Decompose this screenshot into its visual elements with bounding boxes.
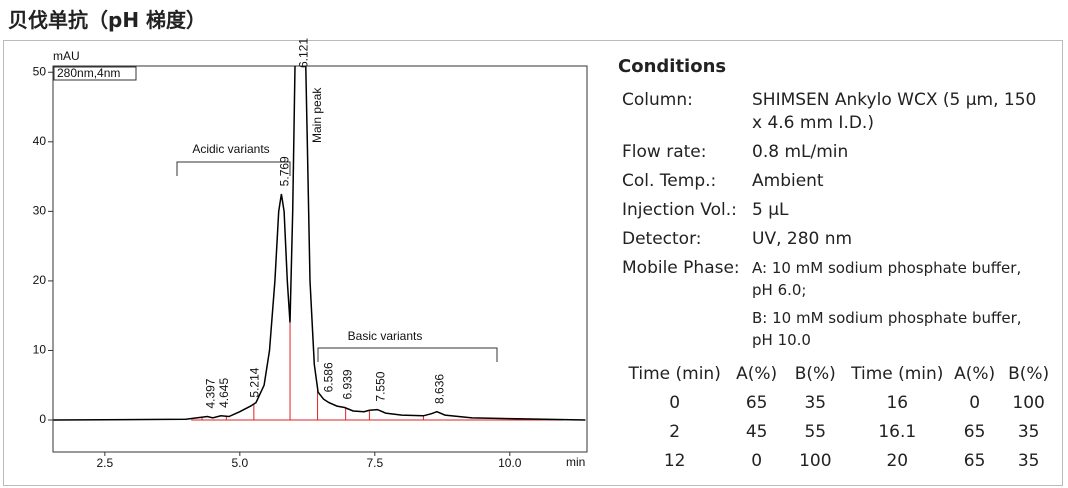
cell: 100 [799, 450, 832, 471]
label: Mobile Phase: [622, 258, 740, 278]
conditions: Conditions Column: SHIMSEN Ankylo WCX (5 … [618, 56, 1058, 475]
annotation: Basic variants [348, 329, 423, 343]
y-tick-label: 50 [33, 64, 47, 78]
cell: 35 [804, 392, 827, 413]
label: Detector: [622, 229, 702, 249]
condition-row: Detector: UV, 280 nm [622, 228, 1058, 251]
peak-label: 5.769 [278, 156, 292, 186]
header-cell: B(%) [1008, 363, 1050, 384]
cell: 12 [663, 450, 686, 471]
y-tick-label: 30 [33, 204, 47, 218]
bracket [317, 347, 498, 362]
x-tick-label: 2.5 [96, 456, 113, 470]
cell: 16.1 [878, 421, 917, 442]
trace [53, 66, 586, 421]
table-row: 0 65 35 16 0 100 [622, 388, 1058, 417]
annotation: Main peak [310, 87, 324, 143]
cell: 65 [963, 450, 986, 471]
chart: mAU min 280nm,4nm Acidic variants Basic … [33, 38, 588, 470]
condition-row: Col. Temp.: Ambient [622, 170, 1058, 193]
peak-label: 4.397 [203, 378, 217, 408]
x-axis-label: min [566, 455, 585, 469]
table-row: 2 45 55 16.1 65 35 [622, 417, 1058, 446]
cell: 2 [669, 421, 681, 442]
value: A: 10 mM sodium phosphate buffer, pH 6.0… [752, 259, 1022, 299]
header-cell: B(%) [794, 363, 836, 384]
frame [3, 40, 1063, 486]
header-cell: A(%) [736, 363, 778, 384]
header-cell: Time (min) [851, 363, 944, 384]
value: 5 µL [752, 200, 789, 220]
peak-label: 6.939 [341, 369, 355, 399]
cell: 55 [804, 421, 827, 442]
page-title: 贝伐单抗（pH 梯度） [8, 8, 207, 32]
cell: 0 [751, 450, 763, 471]
cell: 100 [1012, 392, 1045, 413]
y-tick-label: 0 [39, 412, 46, 426]
legend-box [53, 66, 137, 81]
y-tick-label: 20 [33, 273, 47, 287]
cell: 35 [1017, 450, 1040, 471]
header-cell: Time (min) [628, 363, 721, 384]
label: Column: [622, 90, 693, 110]
condition-rows: Column: SHIMSEN Ankylo WCX (5 µm, 150 x 4… [618, 89, 1058, 251]
annotation: Acidic variants [192, 142, 269, 156]
value: Ambient [752, 171, 824, 191]
y-tick-label: 10 [33, 343, 47, 357]
cell: 20 [886, 450, 909, 471]
value: A: 10 mM sodium phosphate buffer, pH 6.0… [752, 257, 1042, 351]
peak-label: 5.214 [248, 367, 262, 397]
label: Flow rate: [622, 142, 707, 162]
conditions-title: Conditions [618, 56, 727, 77]
peak-label: 8.636 [432, 374, 446, 404]
header-cell: A(%) [954, 363, 996, 384]
peak-label: 4.645 [217, 378, 231, 408]
bracket [176, 161, 291, 176]
label: Col. Temp.: [622, 171, 717, 191]
peak-label: 6.121 [297, 38, 311, 68]
cell: 16 [886, 392, 909, 413]
y-axis-label: mAU [53, 49, 80, 63]
cell: 35 [1017, 421, 1040, 442]
x-tick-label: 7.5 [366, 456, 383, 470]
cell: 45 [745, 421, 768, 442]
cell: 0 [669, 392, 681, 413]
condition-row: Flow rate: 0.8 mL/min [622, 141, 1058, 164]
plot-border [52, 65, 588, 453]
cell: 65 [745, 392, 768, 413]
table-row: 12 0 100 20 65 35 [622, 446, 1058, 475]
peak-label: 6.586 [322, 362, 336, 392]
x-tick-label: 10.0 [498, 456, 522, 470]
condition-row: Mobile Phase: A: 10 mM sodium phosphate … [622, 257, 1058, 351]
gradient-table: Time (min) A(%) B(%) Time (min) A(%) B(%) 0 65 3… [622, 359, 1058, 475]
cell: 65 [963, 421, 986, 442]
y-tick-label: 40 [33, 134, 47, 148]
legend: 280nm,4nm [57, 66, 120, 80]
cell: 0 [969, 392, 981, 413]
x-tick-label: 5.0 [231, 456, 248, 470]
condition-row: Column: SHIMSEN Ankylo WCX (5 µm, 150 x 4… [622, 89, 1058, 135]
condition-row: Injection Vol.: 5 µL [622, 199, 1058, 222]
value: UV, 280 nm [752, 229, 853, 249]
peak-label: 7.550 [374, 371, 388, 401]
value: B: 10 mM sodium phosphate buffer, pH 10.… [752, 309, 1022, 349]
header-row: Time (min) A(%) B(%) Time (min) A(%) B(%) [622, 359, 1058, 388]
value: SHIMSEN Ankylo WCX (5 µm, 150 x 4.6 mm I… [752, 90, 1037, 133]
label: Injection Vol.: [622, 200, 737, 220]
value: 0.8 mL/min [752, 142, 849, 162]
